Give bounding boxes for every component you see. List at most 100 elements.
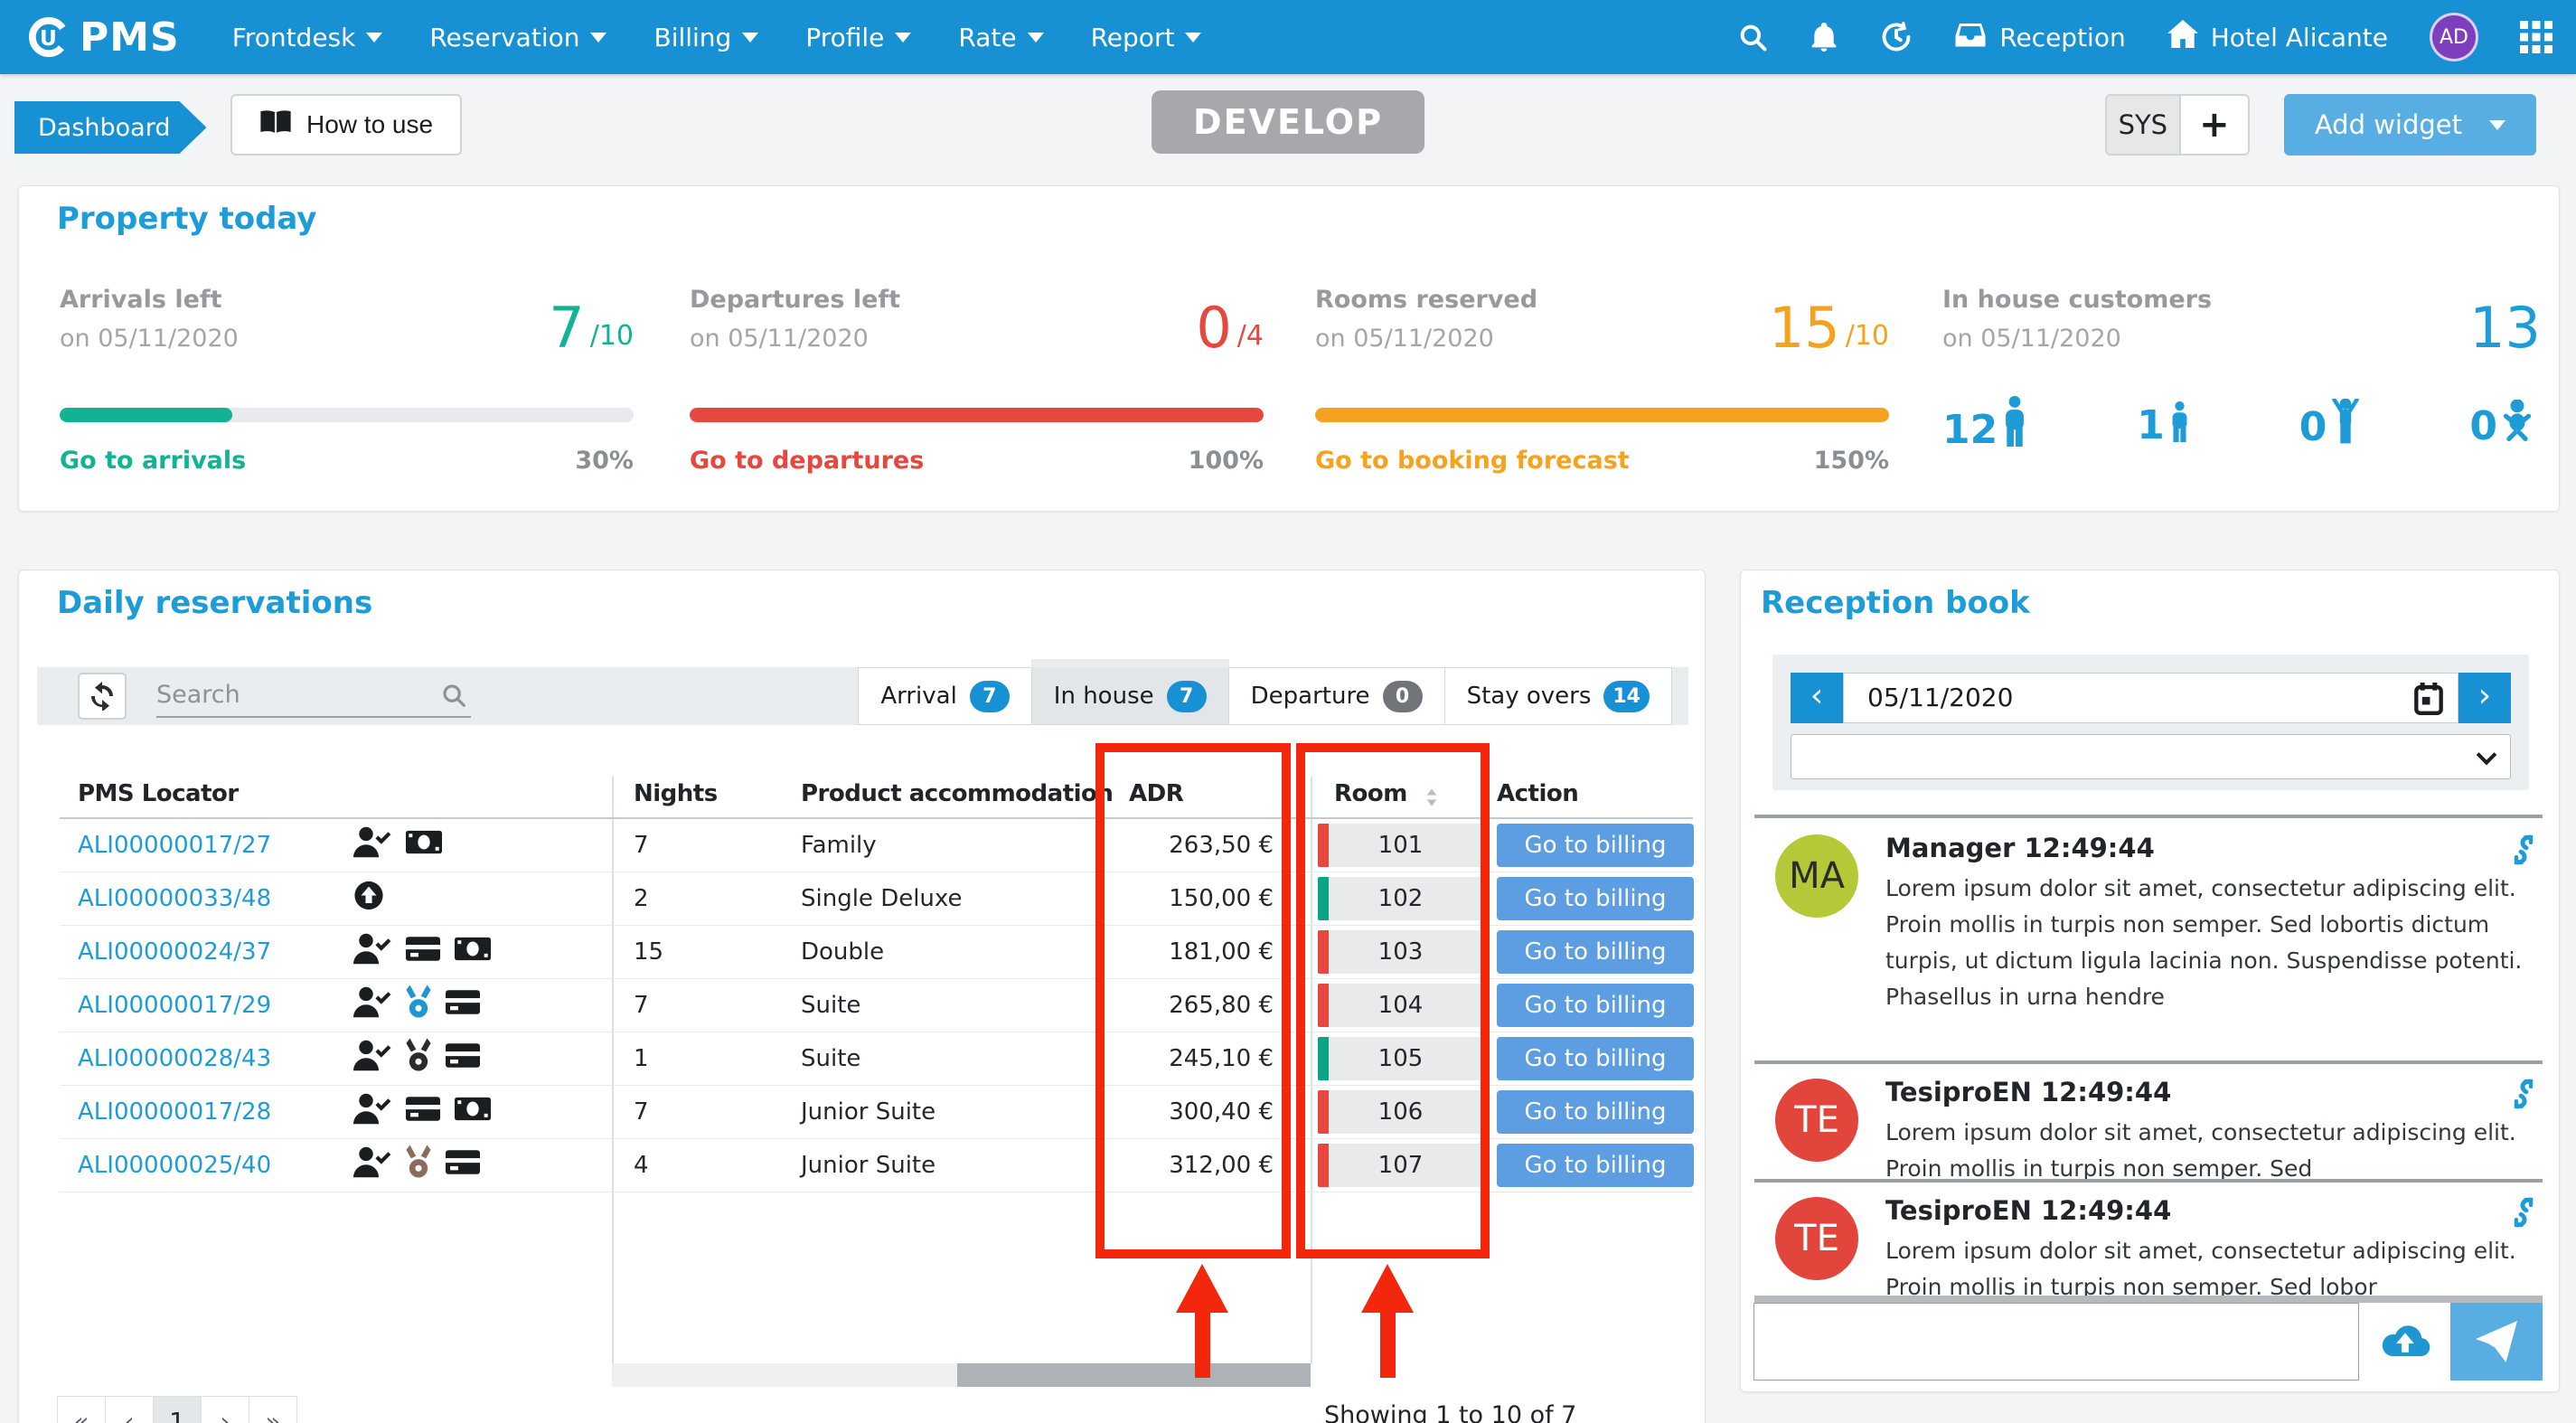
- user-avatar[interactable]: AD: [2430, 13, 2478, 61]
- adr-cell: 181,00 €: [1169, 938, 1274, 966]
- exchange-icon[interactable]: [2510, 1077, 2537, 1115]
- reservation-link[interactable]: ALI00000017/28: [78, 1098, 272, 1126]
- room-cell: 105: [1318, 1037, 1483, 1080]
- column-product[interactable]: Product accommodation: [801, 780, 1114, 807]
- table-row: ALI00000017/28 7 Junior Suite 300,40 € 1…: [60, 1086, 1694, 1139]
- adr-cell: 265,80 €: [1169, 992, 1274, 1019]
- menu-billing[interactable]: Billing: [653, 23, 759, 52]
- paper-plane-icon: [2476, 1321, 2517, 1362]
- room-cell: 103: [1318, 930, 1483, 974]
- go-to-billing-button[interactable]: Go to billing: [1497, 877, 1694, 920]
- go-to-billing-button[interactable]: Go to billing: [1497, 1144, 1694, 1187]
- youths-count: 1: [2137, 401, 2189, 446]
- credit-card-icon: [446, 1043, 480, 1075]
- arrival-count-badge: 7: [969, 680, 1010, 712]
- product-cell: Junior Suite: [801, 1152, 936, 1179]
- reservation-link[interactable]: ALI00000017/29: [78, 992, 272, 1019]
- sys-dashboard-button[interactable]: SYS: [2106, 96, 2181, 154]
- how-to-use-button[interactable]: How to use: [230, 94, 463, 155]
- go-to-billing-button[interactable]: Go to billing: [1497, 824, 1694, 867]
- page-first-button[interactable]: «: [57, 1396, 106, 1423]
- reservation-link[interactable]: ALI00000025/40: [78, 1152, 272, 1179]
- bell-icon[interactable]: [1810, 22, 1838, 52]
- reception-link[interactable]: Reception: [1954, 21, 2126, 54]
- page-last-button[interactable]: »: [249, 1396, 297, 1423]
- table-header: PMS Locator Nights Product accommodation…: [60, 777, 1693, 819]
- reception-filter-select[interactable]: [1791, 734, 2511, 779]
- column-pms-locator[interactable]: PMS Locator: [78, 780, 239, 807]
- page-prev-button[interactable]: ‹: [105, 1396, 154, 1423]
- reservation-link[interactable]: ALI00000017/27: [78, 832, 272, 859]
- chevron-down-icon: [1185, 32, 1202, 42]
- next-day-button[interactable]: ›: [2458, 673, 2511, 723]
- history-icon[interactable]: [1880, 21, 1913, 53]
- reservation-link[interactable]: ALI00000033/48: [78, 885, 272, 912]
- search-input[interactable]: [156, 674, 418, 714]
- column-adr[interactable]: ADR: [1129, 780, 1184, 807]
- pms-logo[interactable]: U PMS: [25, 14, 180, 61]
- go-to-booking-forecast-link[interactable]: Go to booking forecast: [1315, 447, 1630, 475]
- refresh-icon: [91, 682, 113, 711]
- table-row: ALI00000028/43 1 Suite 245,10 € 105 Go t…: [60, 1032, 1694, 1086]
- scrollbar-thumb[interactable]: [957, 1363, 1311, 1387]
- calendar-icon[interactable]: [2414, 683, 2443, 719]
- menu-report[interactable]: Report: [1091, 23, 1202, 52]
- room-status-stripe: [1318, 877, 1329, 920]
- go-to-departures-link[interactable]: Go to departures: [690, 447, 925, 475]
- go-to-billing-button[interactable]: Go to billing: [1497, 930, 1694, 974]
- date-input[interactable]: [1844, 674, 2336, 721]
- tab-departure[interactable]: Departure 0: [1227, 667, 1445, 725]
- user-check-icon: [353, 1093, 391, 1131]
- go-to-arrivals-link[interactable]: Go to arrivals: [60, 447, 247, 475]
- tab-stay-overs[interactable]: Stay overs 14: [1443, 667, 1672, 725]
- menu-rate[interactable]: Rate: [958, 23, 1044, 52]
- column-divider: [612, 777, 614, 1364]
- go-to-billing-button[interactable]: Go to billing: [1497, 1090, 1694, 1134]
- breadcrumb-dashboard[interactable]: Dashboard: [14, 101, 206, 154]
- exchange-icon[interactable]: [2510, 833, 2537, 871]
- property-today-panel: Property today Arrivals left on 05/11/20…: [18, 185, 2560, 512]
- go-to-billing-button[interactable]: Go to billing: [1497, 1037, 1694, 1080]
- tab-arrival[interactable]: Arrival 7: [858, 667, 1032, 725]
- reservation-link[interactable]: ALI00000024/37: [78, 938, 272, 966]
- nights-cell: 15: [634, 938, 664, 966]
- adr-cell: 150,00 €: [1169, 885, 1274, 912]
- chevron-down-icon: [2476, 744, 2497, 766]
- send-button[interactable]: [2450, 1303, 2543, 1381]
- in-house-stat: In house customers on 05/11/2020 13 12 1…: [1942, 186, 2541, 511]
- horizontal-scrollbar[interactable]: [612, 1363, 1311, 1387]
- page-toolbar: Dashboard How to use DEVELOP SYS + Add w…: [0, 74, 2576, 165]
- children-count: 0: [2299, 397, 2360, 448]
- add-widget-button[interactable]: Add widget: [2283, 94, 2536, 155]
- chevron-down-icon: [2489, 119, 2505, 130]
- column-action: Action: [1497, 780, 1579, 807]
- reservation-link[interactable]: ALI00000028/43: [78, 1045, 272, 1072]
- message-text: Lorem ipsum dolor sit amet, consectetur …: [1885, 1119, 2516, 1182]
- upload-button[interactable]: [2359, 1303, 2450, 1381]
- apps-grid-icon[interactable]: [2520, 21, 2552, 53]
- add-dashboard-button[interactable]: +: [2180, 96, 2248, 154]
- room-status-stripe: [1318, 984, 1329, 1027]
- column-room[interactable]: Room: [1334, 780, 1407, 807]
- tab-in-house[interactable]: In house 7: [1030, 659, 1229, 725]
- column-nights[interactable]: Nights: [634, 780, 718, 807]
- menu-frontdesk[interactable]: Frontdesk: [232, 23, 383, 52]
- table-row: ALI00000017/27 7 Family 263,50 € 101 Go …: [60, 819, 1694, 872]
- message-input[interactable]: [1753, 1303, 2359, 1381]
- product-cell: Suite: [801, 1045, 861, 1072]
- rooms-reserved-value: 15/10: [1768, 295, 1889, 361]
- avatar: TE: [1775, 1079, 1858, 1162]
- page-next-button[interactable]: ›: [201, 1396, 249, 1423]
- search-icon[interactable]: [1737, 22, 1768, 52]
- nights-cell: 7: [634, 992, 649, 1019]
- menu-reservation[interactable]: Reservation: [429, 23, 607, 52]
- page-1-button[interactable]: 1: [153, 1396, 202, 1423]
- prev-day-button[interactable]: ‹: [1791, 673, 1843, 723]
- go-to-billing-button[interactable]: Go to billing: [1497, 984, 1694, 1027]
- sort-icon[interactable]: [1426, 786, 1437, 813]
- exchange-icon[interactable]: [2510, 1195, 2537, 1233]
- refresh-button[interactable]: [78, 673, 127, 720]
- menu-profile[interactable]: Profile: [805, 23, 912, 52]
- money-bill-icon: [455, 937, 491, 967]
- hotel-link[interactable]: Hotel Alicante: [2167, 20, 2388, 54]
